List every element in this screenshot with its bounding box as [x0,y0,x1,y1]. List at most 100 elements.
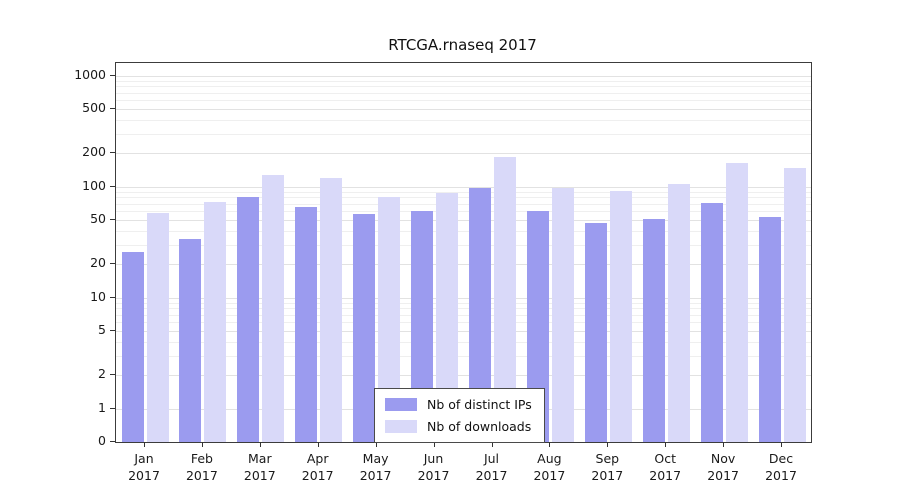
x-tick-year: 2017 [417,468,450,483]
bar-distinct-ips [758,217,781,442]
y-tick-mark [110,74,115,76]
gridline [116,230,811,232]
bar-distinct-ips [353,213,376,442]
legend-item-distinct-ips: Nb of distinct IPs [385,397,532,412]
gridline [116,186,811,188]
bar-downloads [551,187,574,442]
bar-distinct-ips [526,210,549,442]
gridline [116,133,811,135]
y-tick-label: 50 [90,211,106,227]
gridline [116,197,811,199]
x-tick-year: 2017 [649,468,682,483]
gridline [116,100,811,102]
x-tick-mark [201,442,203,447]
legend: Nb of distinct IPs Nb of downloads [374,388,545,443]
x-tick-mark [607,442,609,447]
legend-item-downloads: Nb of downloads [385,419,532,434]
gridline [116,375,811,377]
legend-label-downloads: Nb of downloads [427,419,532,434]
y-tick-label: 2 [98,366,106,382]
bar-distinct-ips [411,210,433,442]
x-tick-mark [375,442,377,447]
bar-downloads [320,177,343,442]
gridline [116,302,811,304]
x-tick-label: Apr 2017 [286,450,350,484]
gridline [116,355,811,357]
x-tick-label: Sep 2017 [575,450,639,484]
x-tick-label: Aug 2017 [517,450,581,484]
bar-distinct-ips [700,203,723,442]
gridline [116,331,811,332]
gridline [116,341,811,343]
gridline [116,322,811,324]
gridline [116,109,811,111]
gridline [116,86,811,88]
gridline [116,92,811,94]
bar-distinct-ips [295,206,318,442]
x-tick-mark [781,442,782,447]
x-tick-year: 2017 [128,468,160,483]
x-tick-mark [317,442,319,447]
x-tick-mark [491,442,493,447]
y-tick-mark [110,296,115,298]
x-tick-mark [259,442,261,447]
x-tick-year: 2017 [707,468,739,483]
bar-downloads [378,197,401,442]
x-tick-label: Oct 2017 [633,450,697,484]
bar-downloads [725,163,748,442]
gridline [116,191,811,193]
y-tick-label: 200 [82,144,106,160]
y-tick-mark [110,108,115,110]
y-tick-mark [110,152,115,154]
y-tick-label: 5 [98,322,106,338]
chart-title: RTCGA.rnaseq 2017 [388,36,537,54]
y-tick-label: 1 [98,399,106,415]
bar-distinct-ips [642,219,665,442]
gridline [116,308,811,310]
y-tick-label: 10 [90,288,106,304]
x-tick-label: Nov 2017 [691,450,755,484]
x-tick-label: Mar 2017 [228,450,292,484]
y-tick-mark [110,330,115,332]
y-tick-mark [110,263,115,265]
gridline [116,119,811,121]
gridline [116,297,811,299]
x-tick-label: Dec 2017 [749,450,813,484]
x-tick-year: 2017 [359,468,392,483]
y-tick-label: 1000 [74,66,106,82]
x-tick-year: 2017 [185,468,218,483]
bar-distinct-ips [237,197,260,442]
bar-downloads [494,157,516,442]
plot-area [115,62,812,443]
y-tick-mark [110,185,115,187]
x-tick-year: 2017 [301,468,334,483]
y-tick-label: 20 [90,255,106,271]
gridline [116,211,811,213]
x-tick-label: May 2017 [344,450,408,484]
bar-distinct-ips [584,223,607,442]
y-tick-label: 100 [82,177,106,193]
x-tick-year: 2017 [533,468,566,483]
x-tick-year: 2017 [243,468,276,483]
gridline [116,203,811,205]
x-tick-label: Jan 2017 [112,450,176,484]
x-tick-label: Feb 2017 [170,450,234,484]
x-tick-mark [433,442,435,447]
x-tick-mark [665,442,667,447]
bar-distinct-ips [121,251,144,442]
gridline [116,220,811,221]
y-tick-label: 0 [98,433,106,448]
bar-downloads [667,183,690,442]
bar-downloads [783,167,806,442]
x-tick-year: 2017 [591,468,624,483]
x-tick-mark [549,442,551,447]
x-tick-label: Jun 2017 [402,450,466,484]
legend-swatch-distinct-ips [385,398,417,411]
gridline [116,80,811,82]
legend-swatch-downloads [385,420,417,433]
x-tick-mark [723,442,725,447]
bar-downloads [262,175,285,442]
x-tick-year: 2017 [475,468,508,483]
bar-downloads [609,190,632,442]
y-tick-mark [110,441,115,442]
